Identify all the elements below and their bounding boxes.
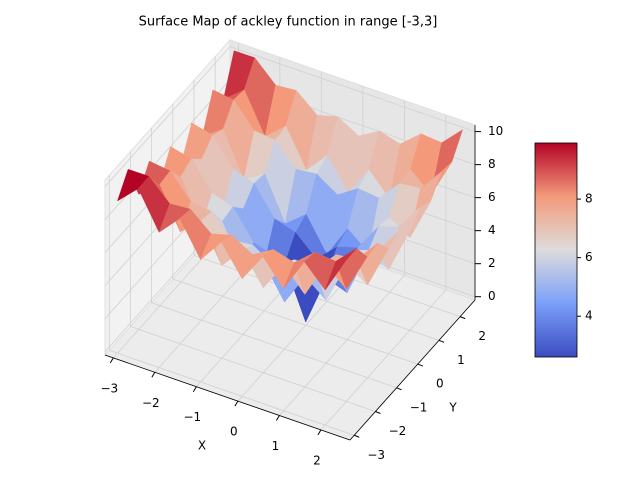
z-tick-label: 8 xyxy=(488,157,496,171)
chart-title: Surface Map of ackley function in range … xyxy=(139,15,438,30)
x-tick xyxy=(109,357,114,364)
axis-line xyxy=(104,354,351,441)
y-grid-line xyxy=(109,349,355,436)
y-tick xyxy=(396,387,402,391)
z-tick-label: 2 xyxy=(488,256,496,270)
colorbar xyxy=(534,142,578,358)
axis-line xyxy=(349,299,476,441)
x-tick-label: 2 xyxy=(313,453,321,467)
z-tick-label: 0 xyxy=(488,289,496,303)
y-tick-label: 2 xyxy=(478,329,486,343)
x-axis-label: X xyxy=(198,439,206,453)
x-grid-line xyxy=(320,289,447,431)
z-grid-line xyxy=(229,46,476,132)
colorbar-tick-label: 6 xyxy=(585,250,593,264)
colorbar-tick-label: 4 xyxy=(585,309,593,323)
y-tick-label: 0 xyxy=(436,377,444,391)
y-tick xyxy=(354,434,360,438)
z-tick-label: 4 xyxy=(488,223,496,237)
x-tick-label: −2 xyxy=(142,396,160,410)
x-grid-line xyxy=(279,275,405,416)
x-tick xyxy=(317,429,322,436)
y-tick xyxy=(375,411,381,414)
x-tick xyxy=(275,415,280,421)
x-tick-label: 1 xyxy=(272,439,280,453)
x-tick xyxy=(151,372,156,378)
y-tick xyxy=(438,339,445,343)
y-tick-label: −3 xyxy=(367,448,385,462)
x-tick xyxy=(234,400,239,407)
surface-face xyxy=(324,248,357,291)
x-tick-label: 0 xyxy=(230,425,238,439)
z-grid-line xyxy=(104,46,231,187)
z-tick-label: 10 xyxy=(488,124,503,138)
y-tick xyxy=(459,316,466,320)
x-tick xyxy=(192,386,197,392)
y-tick-label: −1 xyxy=(410,400,428,414)
y-grid-line xyxy=(130,326,376,412)
y-grid-line xyxy=(151,302,397,389)
y-tick-label: 1 xyxy=(457,353,465,367)
y-grid-line xyxy=(172,278,418,365)
x-tick-label: −1 xyxy=(184,410,202,424)
z-tick-label: 6 xyxy=(488,190,496,204)
y-tick xyxy=(417,363,423,367)
z-grid-line xyxy=(104,79,231,220)
y-tick-label: −2 xyxy=(389,424,407,438)
colorbar-tick-label: 8 xyxy=(585,192,593,206)
y-axis-label: Y xyxy=(448,401,457,415)
x-tick-label: −3 xyxy=(100,381,118,395)
